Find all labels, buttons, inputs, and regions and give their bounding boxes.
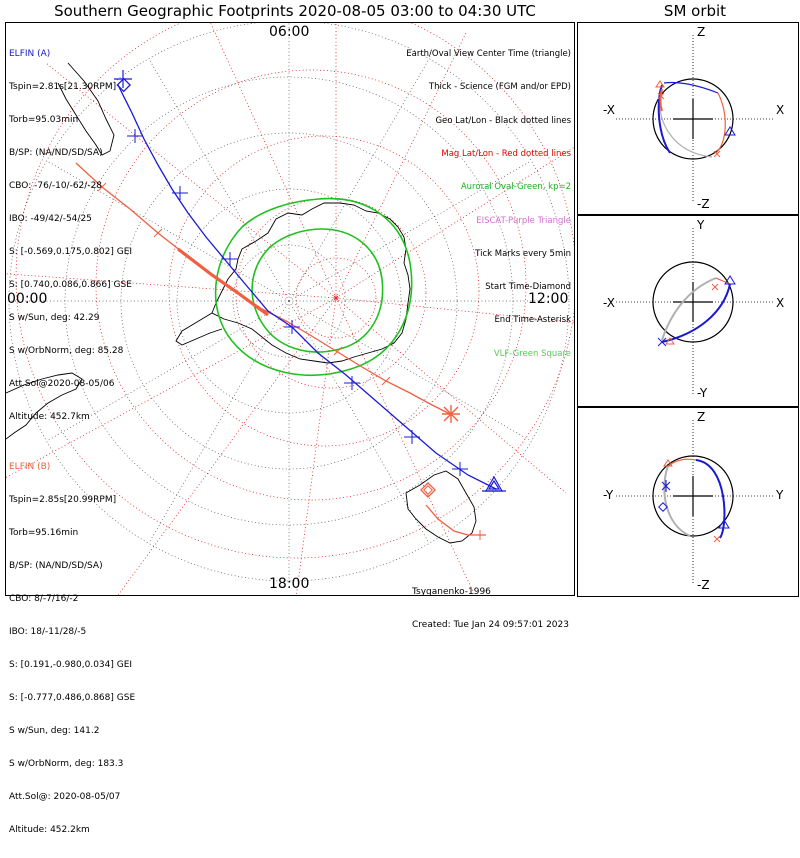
elfin-b-line: B/SP: (NA/ND/SD/SA) bbox=[9, 561, 103, 571]
elfin-a-line: S: [-0.569,0.175,0.802] GEI bbox=[9, 247, 133, 257]
elfin-a-line: Torb=95.03min bbox=[9, 115, 79, 125]
legend-entry: Auroral Oval-Green, kp=2 bbox=[460, 182, 571, 193]
sm-xz-left: -X bbox=[603, 103, 615, 117]
elfin-a-name: ELFIN (A) bbox=[9, 49, 51, 59]
sm-xz-bottom: -Z bbox=[697, 197, 710, 211]
sm-panel-xz: Z -Z -X X bbox=[577, 22, 799, 215]
footprint-map-panel: 06:00 00:00 12:00 18:00 ELFIN (A) Tspin=… bbox=[5, 22, 575, 835]
africa-coastline bbox=[57, 62, 115, 156]
antarctica-coastline bbox=[211, 202, 411, 364]
legend-entry: Thick - Science (FGM and/or EPD) bbox=[428, 82, 571, 93]
elfin-b-line: S w/OrbNorm, deg: 183.3 bbox=[9, 759, 124, 769]
elfin-a-view-triangle bbox=[482, 475, 506, 492]
sm-xy-left: -X bbox=[603, 296, 615, 310]
sm-orbit-title: SM orbit bbox=[663, 2, 727, 20]
geo-lon-lines bbox=[9, 23, 569, 581]
elfin-b-line: Altitude: 452.2km bbox=[9, 825, 90, 835]
sm-xy-top: Y bbox=[697, 218, 705, 232]
sm-panel-yz: Z -Z -Y Y bbox=[577, 407, 799, 597]
elfin-a-info: ELFIN (A) Tspin=2.81s[21.30RPM] Torb=95.… bbox=[9, 27, 132, 445]
elfin-b-line: Att.Sol@: 2020-08-05/07 bbox=[9, 792, 121, 802]
footprint-map bbox=[6, 23, 574, 595]
elfin-a-line: S: [0.740,0.086,0.866] GSE bbox=[9, 280, 132, 290]
legend-entry: Earth/Oval View Center Time (triangle) bbox=[406, 49, 571, 60]
sm-yz-top: Z bbox=[697, 410, 706, 424]
legend-entry: Mag Lat/Lon - Red dotted lines bbox=[441, 149, 571, 160]
time-label-right: 12:00 bbox=[528, 291, 569, 307]
elfin-a-orbit bbox=[114, 70, 506, 492]
elfin-b-name: ELFIN (B) bbox=[9, 462, 51, 472]
australia-coastline bbox=[405, 470, 477, 544]
elfin-b-end-asterisk bbox=[442, 405, 460, 423]
legend-entry: EISCAT-Purple Triangle bbox=[476, 215, 571, 226]
elfin-a-line: CBO: -76/-10/-62/-28 bbox=[9, 181, 103, 191]
legend-entry: Start Time-Diamond bbox=[485, 282, 571, 293]
elfin-b-start-diamond bbox=[420, 482, 436, 498]
elfin-b-line: IBO: 18/-11/28/-5 bbox=[9, 627, 87, 637]
plot-title: Southern Geographic Footprints 2020-08-0… bbox=[54, 2, 536, 20]
footer: Tsyganenko-1996 Created: Tue Jan 24 09:5… bbox=[412, 565, 569, 653]
elfin-a-line: S w/Sun, deg: 42.29 bbox=[9, 313, 100, 323]
elfin-a-line: IBO: -49/42/-54/25 bbox=[9, 214, 92, 224]
time-label-bottom: 18:00 bbox=[269, 576, 310, 592]
sm-xy-plot bbox=[616, 228, 774, 394]
elfin-a-line: Tspin=2.81s[21.30RPM] bbox=[9, 82, 117, 92]
sm-yz-left: -Y bbox=[603, 488, 614, 502]
sm-xy-right: X bbox=[776, 296, 785, 310]
legend-entry: VLF-Green Square bbox=[493, 348, 571, 359]
elfin-b-line: Tspin=2.85s[20.99RPM] bbox=[9, 495, 117, 505]
elfin-b-info: ELFIN (B) Tspin=2.85s[20.99RPM] Torb=95.… bbox=[9, 440, 135, 858]
sm-xz-top: Z bbox=[697, 25, 706, 39]
time-label-top: 06:00 bbox=[269, 24, 310, 40]
antarctic-peninsula bbox=[175, 312, 223, 346]
elfin-a-line: Att.Sol@2020-08-05/06 bbox=[9, 379, 115, 389]
elfin-a-line: B/SP: (NA/ND/SD/SA) bbox=[9, 148, 103, 158]
legend-entry: End Time-Asterisk bbox=[494, 315, 571, 326]
sm-xz-right: X bbox=[776, 103, 785, 117]
auroral-oval bbox=[214, 197, 413, 376]
time-label-left: 00:00 bbox=[7, 291, 48, 307]
elfin-b-line: S: [-0.777,0.486,0.868] GSE bbox=[9, 693, 136, 703]
elfin-b-line: S w/Sun, deg: 141.2 bbox=[9, 726, 100, 736]
south-america-coastline bbox=[6, 372, 83, 440]
elfin-a-start-diamond bbox=[116, 77, 131, 93]
elfin-b-line: S: [0.191,-0.980,0.034] GEI bbox=[9, 660, 133, 670]
sm-xz-plot bbox=[616, 35, 774, 203]
sm-yz-right: Y bbox=[776, 488, 784, 502]
elfin-b-line: CBO: 8/-7/16/-2 bbox=[9, 594, 79, 604]
elfin-a-end-asterisk bbox=[114, 70, 132, 88]
sm-panel-xy: Y -Y -X X bbox=[577, 215, 799, 407]
sm-yz-bottom: -Z bbox=[697, 578, 710, 592]
model-label: Tsyganenko-1996 bbox=[412, 587, 491, 597]
legend-entry: Geo Lat/Lon - Black dotted lines bbox=[435, 115, 571, 126]
elfin-a-line: S w/OrbNorm, deg: 85.28 bbox=[9, 346, 124, 356]
created-label: Created: Tue Jan 24 09:57:01 2023 bbox=[412, 620, 569, 630]
sm-yz-plot bbox=[616, 420, 774, 584]
sm-xy-bottom: -Y bbox=[697, 386, 708, 400]
legend-entry: Tick Marks every 5min bbox=[475, 248, 571, 259]
elfin-b-line: Torb=95.16min bbox=[9, 528, 79, 538]
legend: Earth/Oval View Center Time (triangle) T… bbox=[406, 27, 571, 382]
elfin-a-line: Altitude: 452.7km bbox=[9, 412, 90, 422]
